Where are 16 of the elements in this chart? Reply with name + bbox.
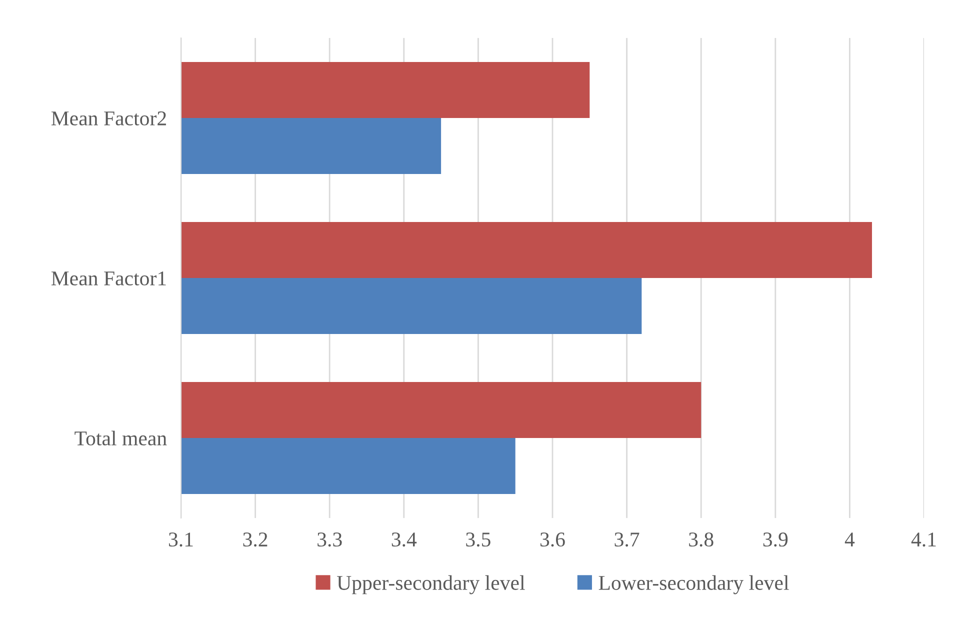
y-tick-label: Total mean	[74, 430, 167, 446]
x-tick-label: 3.3	[318, 532, 342, 547]
legend-label: Lower-secondary level	[598, 575, 789, 594]
x-tick-label: 3.1	[168, 532, 193, 547]
x-tick-label: 3.9	[763, 532, 788, 547]
x-tick-label: 3.6	[540, 532, 565, 547]
x-tick-label: 3.4	[392, 532, 417, 547]
y-tick-label: Mean Factor2	[51, 111, 166, 126]
x-tick-label: 3.8	[689, 532, 714, 547]
legend-label: Upper-secondary level	[337, 575, 525, 594]
x-tick-label: 3.7	[614, 532, 640, 547]
x-tick-label: 3.2	[243, 532, 268, 547]
y-tick-label: Mean Factor1	[51, 271, 166, 286]
x-tick-label: 3.5	[466, 532, 490, 547]
x-tick-label: 4	[844, 532, 855, 546]
x-tick-label: 4.1	[911, 532, 936, 547]
